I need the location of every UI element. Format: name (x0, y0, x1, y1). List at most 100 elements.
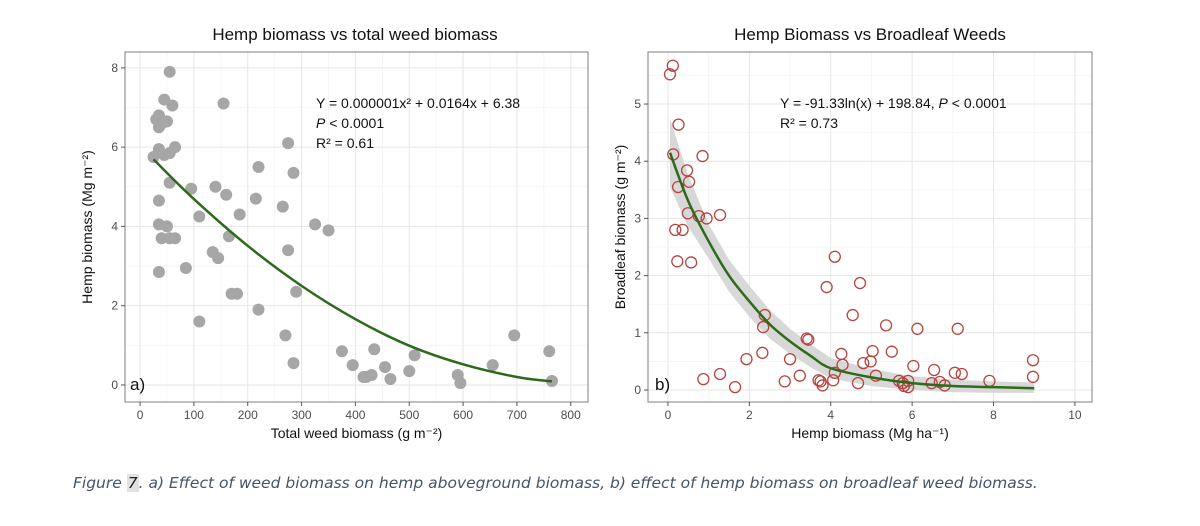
data-point (666, 59, 679, 72)
data-point (185, 182, 198, 195)
fit-line (668, 152, 1035, 390)
data-point (828, 366, 841, 379)
data-point (1026, 354, 1040, 367)
data-point (835, 347, 848, 361)
data-point (696, 149, 709, 163)
data-point (663, 68, 677, 81)
x-tick-label: 700 (507, 408, 527, 422)
data-point (846, 308, 859, 322)
y-tick-label: 3 (634, 211, 641, 225)
x-tick-label: 800 (561, 408, 581, 422)
data-point (160, 115, 173, 128)
data-point (276, 200, 289, 213)
regression-equation: Y = -91.33ln(x) + 198.84, P < 0.0001 (780, 95, 1007, 111)
x-tick-label: 6 (909, 408, 916, 422)
data-point (322, 224, 335, 237)
y-tick-label: 2 (634, 269, 641, 283)
p-value-annotation: P < 0.0001 (316, 115, 384, 131)
equation-text: Y = 0.000001x² + 0.0164x + 6.38 (316, 95, 520, 111)
data-point (287, 357, 300, 370)
data-point (885, 345, 898, 358)
data-point (948, 366, 962, 379)
data-point (220, 188, 233, 201)
panel-label: a) (130, 375, 145, 394)
r-squared-annotation: R² = 0.61 (316, 135, 374, 151)
caption-figure-number: 7 (126, 474, 139, 492)
data-point (384, 373, 397, 386)
data-point (869, 369, 883, 382)
y-tick-label: 4 (634, 154, 641, 168)
r-squared-annotation: R² = 0.73 (780, 115, 838, 131)
data-point (282, 244, 295, 257)
data-point (911, 322, 924, 335)
data-point (158, 149, 171, 162)
confidence-band (669, 118, 1035, 393)
x-tick-label: 2 (746, 408, 753, 422)
data-point (680, 164, 694, 177)
x-axis-label: Hemp biomass (Mg ha⁻¹) (791, 425, 949, 441)
caption-text: . a) Effect of weed biomass on hemp abov… (138, 474, 1038, 492)
data-point (193, 210, 206, 223)
p-value-text: < 0.0001 (325, 115, 384, 131)
data-point (866, 344, 879, 358)
y-tick-label: 0 (111, 378, 118, 392)
data-point (713, 208, 727, 222)
plot-panel-border (647, 51, 1093, 403)
data-point (1026, 370, 1040, 383)
data-point (368, 343, 381, 356)
data-point (820, 280, 833, 294)
data-point (543, 345, 556, 358)
data-point (857, 356, 870, 370)
data-point (802, 333, 815, 346)
data-point (728, 380, 742, 394)
chart-title: Hemp Biomass vs Broadleaf Weeds (734, 25, 1006, 44)
x-axis-label: Total weed biomass (g m⁻²) (271, 425, 443, 441)
data-point (927, 363, 941, 377)
y-tick-label: 0 (634, 383, 641, 397)
y-axis-label: Hemp biomass (Mg m⁻²) (79, 150, 95, 304)
data-point (828, 250, 841, 263)
data-point (864, 355, 877, 368)
data-point (672, 118, 685, 131)
data-point (684, 256, 698, 269)
data-point (287, 166, 300, 179)
data-point (160, 220, 173, 233)
x-tick-label: 0 (137, 408, 144, 422)
data-point (486, 359, 499, 372)
x-tick-label: 400 (345, 408, 365, 422)
chart-title: Hemp biomass vs total weed biomass (212, 25, 497, 44)
data-point (163, 65, 176, 78)
data-point (365, 369, 378, 382)
data-point (682, 175, 696, 188)
data-point (740, 352, 753, 366)
regression-equation: Y = 0.000001x² + 0.0164x + 6.38 (316, 95, 520, 111)
data-point (212, 252, 225, 265)
data-point (282, 137, 295, 150)
data-point (700, 212, 713, 225)
y-tick-label: 8 (111, 61, 118, 75)
data-point (346, 359, 359, 372)
caption-prefix: Figure (73, 474, 127, 492)
y-tick-label: 4 (111, 219, 118, 233)
data-point (252, 303, 265, 316)
data-point (757, 320, 770, 334)
panel-label: b) (655, 375, 670, 394)
chart-panel-b: 0 2 4 6 8 10 0 1 2 3 4 5 Hemp Biomass vs Broadleaf W… (612, 25, 1093, 441)
data-point (454, 376, 467, 389)
p-symbol: P (316, 115, 326, 131)
data-point (816, 379, 829, 392)
data-point (166, 99, 179, 112)
data-point (290, 285, 303, 298)
x-tick-label: 100 (184, 408, 204, 422)
figure-caption: Figure 7. a) Effect of weed biomass on h… (73, 474, 1038, 492)
y-tick-label: 5 (634, 97, 641, 111)
y-tick-label: 2 (111, 299, 118, 313)
data-point (793, 369, 806, 382)
data-point (778, 375, 791, 388)
data-point (955, 367, 968, 381)
data-point (853, 276, 867, 290)
data-point (252, 160, 265, 173)
data-point (851, 376, 865, 390)
x-tick-label: 8 (990, 408, 997, 422)
